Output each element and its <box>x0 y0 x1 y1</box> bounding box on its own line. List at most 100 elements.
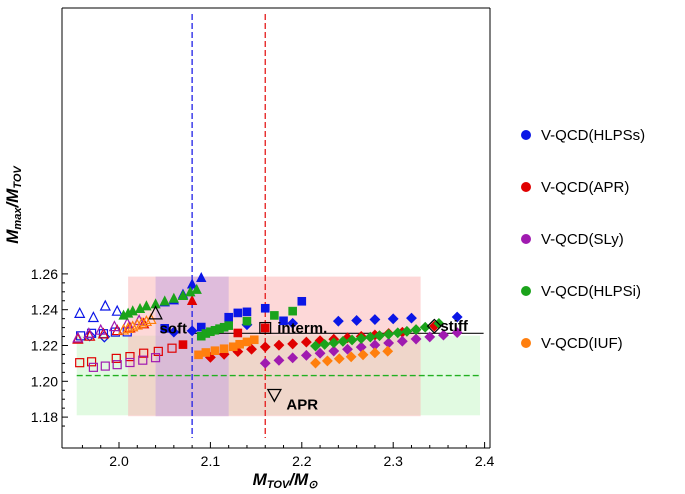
x-tick-label: 2.4 <box>475 453 495 469</box>
filled-diamond-point <box>287 317 299 329</box>
filled-square-point <box>297 296 307 306</box>
annotation-label: soft <box>160 321 188 338</box>
open-triangle-point <box>136 316 148 328</box>
filled-diamond-point <box>332 315 344 327</box>
legend-swatch <box>521 234 531 244</box>
filled-diamond-point <box>410 324 422 335</box>
open-triangle-point <box>140 315 153 327</box>
background-bands <box>76 14 484 438</box>
x-tick-label: 2.3 <box>383 453 403 469</box>
filled-diamond-point <box>287 338 299 350</box>
open-square-point <box>88 362 99 372</box>
filled-square-point <box>242 316 252 326</box>
open-square-point <box>167 343 177 353</box>
filled-diamond-point <box>321 355 333 367</box>
open-triangle-point <box>117 323 130 335</box>
filled-diamond-point <box>345 351 357 363</box>
filled-diamond-point <box>337 335 349 347</box>
filled-square-point <box>260 303 270 313</box>
filled-square-point <box>270 311 279 320</box>
filled-diamond-point <box>383 328 395 340</box>
filled-diamond-point <box>396 335 408 347</box>
y-tick-label: 1.24 <box>31 302 58 318</box>
x-axis-label: MTOV/M⊙ <box>253 470 318 491</box>
filled-diamond-point <box>351 315 363 326</box>
filled-diamond-point <box>382 345 394 357</box>
filled-diamond-point <box>364 331 376 343</box>
y-tick-label: 1.18 <box>31 409 58 425</box>
open-square-point <box>125 351 135 362</box>
filled-square-point <box>224 321 233 330</box>
filled-diamond-point <box>328 345 340 357</box>
filled-diamond-point <box>387 313 399 325</box>
annotations: soft interm. stiff APR <box>148 305 469 414</box>
filled-diamond-point <box>246 343 257 355</box>
x-tick-label: 2.1 <box>201 453 221 469</box>
filled-diamond-point <box>300 349 312 361</box>
legend: V-QCD(HLPSs) V-QCD(APR) V-QCD(SLy) V-QCD(HL… <box>521 127 645 352</box>
filled-diamond-point <box>451 327 463 339</box>
filled-triangle-point <box>191 283 202 294</box>
filled-diamond-point <box>328 337 340 349</box>
filled-square-point <box>260 323 270 333</box>
filled-diamond-point <box>273 354 285 366</box>
filled-square-point <box>178 340 188 349</box>
filled-diamond-point <box>410 333 422 345</box>
filled-square-point <box>210 346 220 355</box>
filled-diamond-point <box>342 343 353 355</box>
filled-diamond-point <box>314 347 326 359</box>
filled-triangle-point <box>186 278 198 289</box>
filled-square-point <box>233 308 243 318</box>
open-triangle-point <box>111 304 123 316</box>
y-tick-label: 1.22 <box>31 338 58 354</box>
reference-marker <box>148 305 163 320</box>
filled-square-point <box>224 312 233 322</box>
filled-square-point <box>279 316 288 326</box>
legend-swatch <box>521 338 531 348</box>
x-tick-label: 2.2 <box>292 453 312 469</box>
filled-square-point <box>196 322 206 332</box>
open-triangle-point <box>72 331 84 343</box>
legend-label: V-QCD(APR) <box>541 179 629 196</box>
open-triangle-point <box>121 317 133 329</box>
filled-square-point <box>233 328 243 338</box>
open-triangle-point <box>83 327 95 339</box>
filled-triangle-point <box>141 300 152 311</box>
legend-label: V-QCD(HLPSs) <box>541 127 645 144</box>
open-triangle-point <box>127 320 139 332</box>
reference-marker <box>426 318 442 334</box>
filled-diamond-point <box>424 331 436 343</box>
open-triangle-point <box>95 323 107 335</box>
legend-swatch <box>521 182 531 192</box>
annotation-label: stiff <box>440 318 469 335</box>
filled-square-point <box>219 344 229 354</box>
open-diamond-point <box>98 330 111 343</box>
filled-square-point <box>160 324 169 333</box>
filled-square-point <box>242 307 252 317</box>
open-square-point <box>139 348 149 358</box>
filled-diamond-point <box>259 341 271 353</box>
apr-marker <box>266 388 282 403</box>
filled-triangle-point <box>196 271 207 283</box>
open-square-point <box>100 361 110 371</box>
filled-diamond-point <box>346 334 358 346</box>
filled-diamond-point <box>355 333 367 344</box>
filled-square-point <box>235 339 244 349</box>
open-square-point <box>138 355 148 365</box>
open-square-point <box>150 353 161 363</box>
open-square-point <box>86 357 97 367</box>
legend-swatch <box>521 286 531 296</box>
filled-diamond-point <box>300 336 312 348</box>
open-triangle-point <box>97 327 110 339</box>
open-square-point <box>125 357 135 368</box>
axis-ticks: 2.0 2.1 2.2 2.3 2.4 1.18 1.20 1.22 1.24 1.26 <box>31 266 495 469</box>
open-triangle-point <box>111 324 123 336</box>
filled-diamond-point <box>273 339 285 351</box>
filled-triangle-point <box>168 292 180 303</box>
filled-diamond-point <box>438 329 449 341</box>
legend-swatch <box>521 130 531 140</box>
filled-square-point <box>288 306 297 316</box>
filled-diamond-point <box>287 352 299 364</box>
filled-diamond-point <box>406 312 417 324</box>
